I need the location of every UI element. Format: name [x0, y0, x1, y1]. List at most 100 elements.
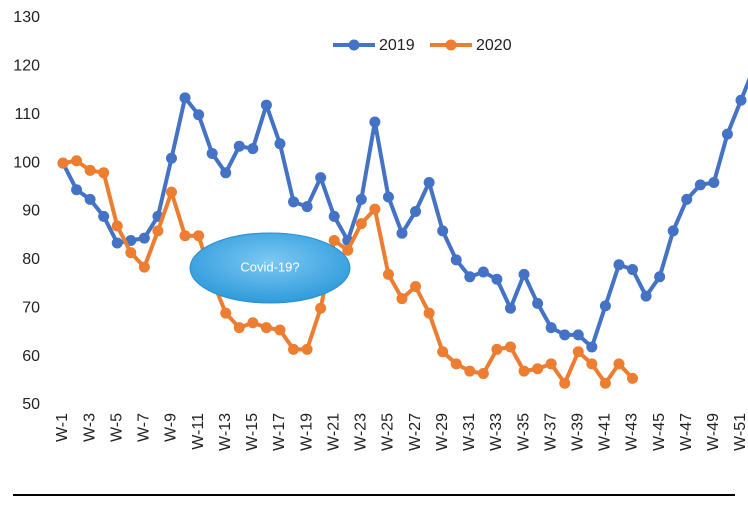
data-point: [288, 196, 300, 208]
data-point: [179, 92, 191, 104]
data-point: [491, 273, 503, 285]
data-point: [613, 358, 625, 370]
data-point: [369, 203, 381, 215]
data-point: [138, 232, 150, 244]
data-point: [721, 128, 733, 140]
data-point: [437, 225, 449, 237]
x-tick-label: W-7: [136, 413, 153, 442]
data-point: [382, 191, 394, 203]
data-point: [586, 341, 598, 353]
data-point: [328, 235, 340, 247]
x-tick-label: W-25: [380, 413, 397, 451]
data-point: [423, 176, 435, 188]
data-point: [179, 230, 191, 242]
x-tick-label: W-35: [515, 413, 532, 451]
data-point: [71, 184, 83, 196]
data-point: [518, 365, 530, 377]
data-point: [328, 210, 340, 222]
data-point: [274, 138, 286, 150]
data-point: [111, 220, 123, 232]
data-point: [111, 237, 123, 249]
data-point: [667, 225, 679, 237]
data-point: [613, 259, 625, 271]
data-point: [586, 358, 598, 370]
data-point: [532, 297, 544, 309]
data-point: [98, 167, 110, 179]
data-point: [369, 116, 381, 128]
data-point: [694, 179, 706, 191]
data-point: [138, 261, 150, 273]
data-point: [260, 99, 272, 111]
x-tick-label: W-33: [488, 413, 505, 451]
data-point: [627, 372, 639, 384]
data-point: [410, 280, 422, 292]
data-point: [84, 193, 96, 205]
data-point: [423, 307, 435, 319]
y-tick-label: 80: [22, 251, 40, 268]
data-point: [599, 377, 611, 389]
data-point: [165, 186, 177, 198]
legend-label: 2020: [476, 37, 512, 54]
y-tick-label: 70: [22, 299, 40, 316]
data-point: [654, 271, 666, 283]
data-point: [355, 218, 367, 230]
x-tick-label: W-39: [569, 413, 586, 451]
x-tick-label: W-37: [542, 413, 559, 451]
data-point: [572, 329, 584, 341]
data-point: [165, 152, 177, 164]
data-point: [396, 227, 408, 239]
data-point: [545, 322, 557, 334]
y-tick-label: 90: [22, 203, 40, 220]
data-point: [98, 210, 110, 222]
data-point: [708, 176, 720, 188]
y-tick-label: 120: [13, 58, 40, 75]
x-tick-label: W-1: [54, 413, 71, 442]
y-tick-label: 110: [14, 106, 40, 123]
data-point: [193, 109, 205, 121]
x-tick-label: W-45: [651, 413, 668, 451]
data-point: [233, 140, 245, 152]
data-point: [627, 264, 639, 276]
x-tick-label: W-23: [353, 413, 370, 451]
y-tick-label: 60: [22, 348, 40, 365]
data-point: [301, 201, 313, 213]
data-point: [125, 247, 137, 259]
data-point: [477, 368, 489, 380]
x-tick-label: W-19: [298, 413, 315, 451]
data-point: [301, 343, 313, 355]
y-tick-label: 50: [22, 396, 40, 413]
x-tick-label: W-43: [624, 413, 641, 451]
legend-marker: [445, 39, 457, 51]
data-point: [477, 266, 489, 278]
data-point: [410, 206, 422, 217]
data-point: [491, 343, 503, 355]
data-point: [572, 346, 584, 358]
y-tick-label: 100: [13, 154, 40, 171]
x-tick-label: W-27: [407, 413, 424, 451]
data-point: [57, 157, 69, 169]
data-point: [504, 341, 516, 353]
x-tick-label: W-51: [732, 413, 748, 451]
data-point: [464, 365, 476, 377]
data-point: [260, 322, 272, 334]
data-point: [450, 358, 462, 370]
series-line: [61, 77, 748, 349]
annotation-bubble: [189, 232, 351, 304]
data-point: [518, 268, 530, 280]
data-point: [233, 322, 245, 334]
data-point: [220, 167, 232, 179]
data-point: [342, 244, 354, 256]
data-point: [464, 271, 476, 283]
x-tick-label: W-3: [81, 413, 98, 442]
y-tick-label: 130: [13, 9, 40, 26]
x-tick-label: W-9: [163, 413, 180, 442]
data-point: [599, 300, 611, 312]
x-tick-label: W-47: [678, 413, 695, 451]
x-tick-label: W-15: [244, 413, 261, 451]
data-point: [559, 377, 571, 389]
x-tick-label: W-13: [217, 413, 234, 451]
data-point: [206, 147, 218, 159]
x-tick-label: W-31: [461, 413, 478, 451]
